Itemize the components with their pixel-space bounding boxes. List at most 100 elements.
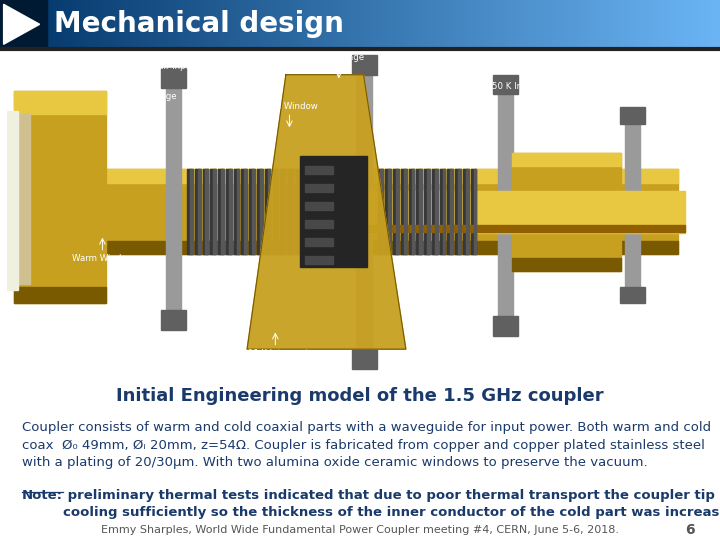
Bar bbox=[302, 0, 306, 49]
Bar bbox=[324, 0, 328, 49]
Bar bbox=[198, 170, 201, 254]
Bar bbox=[202, 0, 205, 49]
Bar bbox=[223, 0, 227, 49]
Bar bbox=[346, 0, 349, 49]
Bar bbox=[518, 0, 522, 49]
Bar bbox=[356, 68, 372, 356]
Bar bbox=[266, 0, 270, 49]
Bar bbox=[50, 0, 54, 49]
Bar bbox=[184, 0, 187, 49]
Bar bbox=[238, 0, 241, 49]
Bar bbox=[547, 0, 551, 49]
Bar bbox=[388, 170, 391, 254]
Bar bbox=[475, 0, 479, 49]
Bar bbox=[328, 0, 331, 49]
Bar bbox=[432, 170, 437, 254]
Bar bbox=[288, 0, 292, 49]
Bar bbox=[565, 0, 569, 49]
Bar bbox=[18, 114, 30, 284]
Bar bbox=[554, 0, 558, 49]
Bar bbox=[648, 0, 652, 49]
Bar bbox=[544, 0, 547, 49]
Text: Initial Engineering model of the 1.5 GHz coupler: Initial Engineering model of the 1.5 GHz… bbox=[116, 387, 604, 405]
Bar bbox=[7, 0, 11, 49]
Bar bbox=[180, 0, 184, 49]
Bar bbox=[104, 0, 108, 49]
Bar bbox=[351, 349, 377, 369]
Bar bbox=[529, 0, 533, 49]
Bar bbox=[512, 153, 621, 166]
Bar bbox=[169, 0, 173, 49]
Bar bbox=[205, 0, 209, 49]
Bar bbox=[299, 170, 302, 254]
Bar bbox=[119, 0, 122, 49]
Bar bbox=[446, 0, 450, 49]
Bar bbox=[400, 0, 403, 49]
Bar bbox=[634, 0, 637, 49]
Bar bbox=[221, 170, 224, 254]
Bar bbox=[624, 120, 640, 291]
Bar bbox=[162, 0, 166, 49]
Bar bbox=[706, 0, 709, 49]
Bar bbox=[616, 0, 619, 49]
Bar bbox=[374, 0, 378, 49]
Text: Cold Window: Cold Window bbox=[261, 102, 318, 111]
Bar bbox=[42, 241, 678, 254]
Bar bbox=[569, 0, 572, 49]
Bar bbox=[54, 0, 58, 49]
Bar bbox=[396, 170, 399, 254]
Bar bbox=[313, 0, 317, 49]
Bar bbox=[526, 0, 529, 49]
Bar bbox=[392, 0, 396, 49]
Bar bbox=[680, 0, 684, 49]
Bar bbox=[474, 170, 477, 254]
Bar bbox=[436, 0, 439, 49]
Bar bbox=[515, 0, 518, 49]
Bar bbox=[385, 170, 390, 254]
Bar bbox=[698, 0, 702, 49]
Bar bbox=[241, 0, 245, 49]
Bar bbox=[317, 0, 320, 49]
Bar bbox=[450, 170, 453, 254]
Bar bbox=[677, 0, 680, 49]
Bar bbox=[202, 170, 207, 254]
Text: 50 K Flange: 50 K Flange bbox=[313, 53, 364, 62]
Text: Coupler consists of warm and cold coaxial parts with a waveguide for input power: Coupler consists of warm and cold coaxia… bbox=[22, 421, 711, 469]
Bar bbox=[296, 170, 301, 254]
Bar bbox=[268, 170, 271, 254]
Bar bbox=[471, 170, 476, 254]
Bar bbox=[115, 0, 119, 49]
Bar bbox=[305, 220, 333, 228]
Bar bbox=[194, 0, 198, 49]
Bar bbox=[486, 0, 490, 49]
Text: 5 K Intercept: 5 K Intercept bbox=[459, 346, 515, 355]
Bar bbox=[716, 0, 720, 49]
Bar bbox=[407, 0, 410, 49]
Bar bbox=[702, 0, 706, 49]
Bar bbox=[210, 170, 215, 254]
Bar bbox=[367, 0, 371, 49]
Bar bbox=[7, 111, 18, 291]
Bar bbox=[463, 170, 468, 254]
Bar bbox=[187, 0, 191, 49]
Bar bbox=[421, 0, 425, 49]
Bar bbox=[351, 55, 377, 75]
Bar bbox=[414, 0, 418, 49]
Bar bbox=[443, 170, 446, 254]
Bar bbox=[637, 0, 641, 49]
Bar bbox=[173, 0, 176, 49]
Bar bbox=[112, 0, 115, 49]
Bar bbox=[522, 0, 526, 49]
Bar bbox=[0, 0, 47, 49]
Bar bbox=[652, 0, 655, 49]
Bar bbox=[14, 91, 106, 114]
Bar bbox=[161, 68, 186, 88]
Bar bbox=[332, 225, 685, 232]
Bar bbox=[14, 91, 106, 303]
Bar bbox=[572, 0, 576, 49]
Bar bbox=[349, 0, 353, 49]
Bar bbox=[401, 170, 406, 254]
Bar bbox=[226, 170, 231, 254]
Bar bbox=[511, 0, 515, 49]
Bar bbox=[396, 0, 400, 49]
